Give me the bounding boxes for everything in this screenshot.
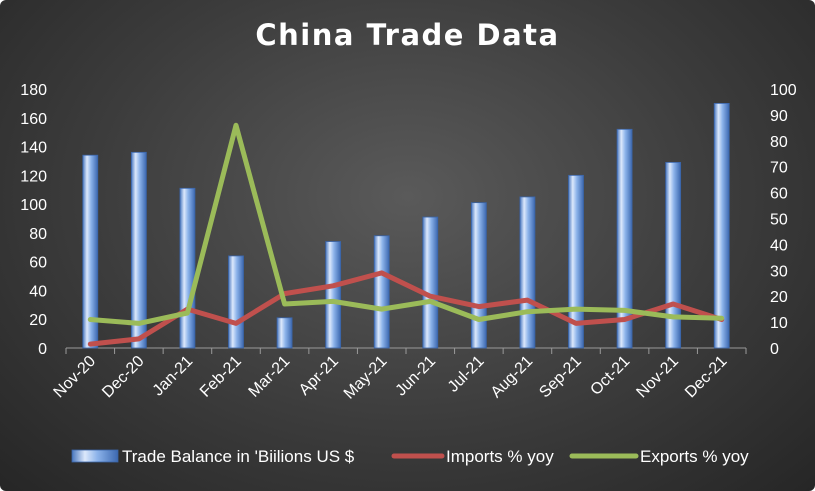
- legend-label-exports: Exports % yoy: [640, 447, 749, 466]
- y-right-tick-label: 80: [770, 134, 788, 151]
- bar-trade-balance: [179, 187, 196, 349]
- bar-trade-balance: [519, 196, 536, 349]
- x-tick-label: Apr-21: [296, 353, 342, 399]
- y-left-tick-label: 140: [20, 140, 47, 157]
- bar-trade-balance: [276, 317, 293, 349]
- x-tick-label: Feb-21: [197, 353, 245, 401]
- x-tick-label: Aug-21: [488, 353, 537, 402]
- bar-trade-balance: [325, 241, 342, 349]
- line-exports-yoy: [87, 122, 725, 326]
- x-tick-label: Jun-21: [393, 353, 440, 400]
- bar-trade-balance: [470, 202, 487, 349]
- x-tick-label: Jul-21: [445, 353, 488, 396]
- x-tick-label: Dec-21: [682, 353, 731, 402]
- x-tick-label: May-21: [341, 353, 391, 403]
- x-tick-label: Oct-21: [587, 353, 633, 399]
- bar-trade-balance: [82, 154, 99, 349]
- y-right-tick-label: 100: [770, 82, 797, 99]
- bar-trade-balance: [373, 235, 390, 349]
- bar-trade-balance: [228, 255, 244, 349]
- y-left-tick-label: 80: [29, 226, 47, 243]
- x-tick-label: Dec-20: [99, 353, 148, 402]
- axes-group: [65, 347, 747, 354]
- bar-trade-balance: [422, 216, 439, 349]
- y-right-tick-label: 0: [770, 341, 779, 358]
- y-right-tick-label: 50: [770, 212, 788, 229]
- y-right-tick-label: 60: [770, 186, 788, 203]
- legend-swatch-trade-balance: [71, 449, 119, 463]
- x-tick-label: Mar-21: [246, 353, 294, 401]
- legend-label-imports: Imports % yoy: [446, 447, 554, 466]
- x-tick-label: Nov-20: [51, 353, 100, 402]
- x-tick-label: Jan-21: [150, 353, 197, 400]
- y-left-tick-label: 0: [38, 341, 47, 358]
- x-tick-label: Nov-21: [633, 353, 682, 402]
- y-right-tick-label: 10: [770, 315, 788, 332]
- bar-trade-balance: [665, 161, 682, 349]
- y-right-tick-label: 90: [770, 108, 788, 125]
- y-left-tick-label: 100: [20, 197, 47, 214]
- y-right-tick-label: 30: [770, 263, 788, 280]
- bar-trade-balance: [616, 128, 633, 349]
- legend-label-trade-balance: Trade Balance in 'Biilions US $: [122, 447, 355, 466]
- lines-group: [87, 122, 725, 347]
- y-right-tick-label: 40: [770, 237, 788, 254]
- legend-group: Trade Balance in 'Biilions US $ Imports %…: [71, 447, 749, 466]
- y-left-tick-label: 180: [20, 82, 47, 99]
- bar-trade-balance: [130, 151, 147, 349]
- y-left-tick-label: 160: [20, 111, 47, 128]
- y-left-tick-label: 60: [29, 255, 47, 272]
- y-left-tick-label: 120: [20, 168, 47, 185]
- x-tick-label: Sep-21: [536, 353, 585, 402]
- y-right-tick-label: 70: [770, 160, 788, 177]
- bar-trade-balance: [713, 102, 730, 349]
- y-left-tick-label: 20: [29, 312, 47, 329]
- chart-title: China Trade Data: [255, 18, 560, 52]
- y-right-tick-label: 20: [770, 289, 788, 306]
- y-left-tick-label: 40: [29, 283, 47, 300]
- bar-trade-balance: [568, 174, 584, 349]
- line-imports-yoy: [87, 270, 725, 347]
- bars-group: [82, 102, 730, 349]
